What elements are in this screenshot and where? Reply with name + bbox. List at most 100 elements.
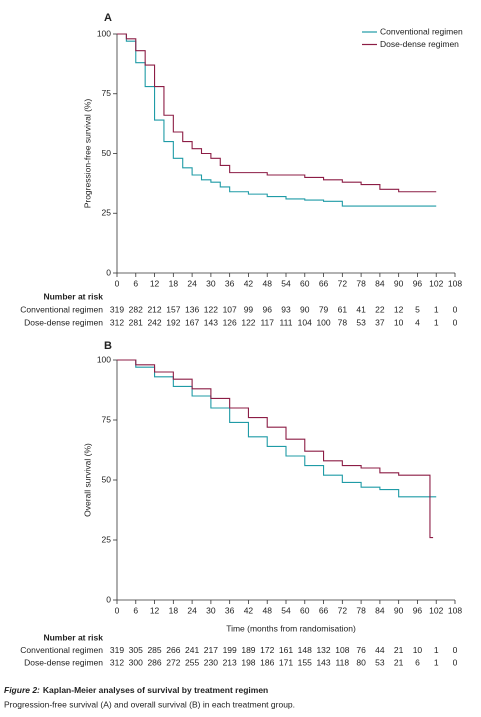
x-tick-label: 24 <box>187 605 197 615</box>
x-tick-label: 30 <box>206 278 216 288</box>
risk-count: 107 <box>223 304 237 314</box>
risk-count: 5 <box>415 304 420 314</box>
risk-count: 6 <box>415 657 420 667</box>
x-tick-label: 102 <box>429 278 443 288</box>
x-tick-label: 30 <box>206 605 216 615</box>
risk-row-name: Dose-dense regimen <box>24 657 103 667</box>
risk-count: 281 <box>129 317 143 327</box>
x-tick-label: 90 <box>394 605 404 615</box>
x-tick-label: 6 <box>133 278 138 288</box>
risk-table-title: Number at risk <box>43 632 103 642</box>
survival-curve <box>117 33 437 207</box>
risk-count: 172 <box>260 645 274 655</box>
y-tick-label: 75 <box>102 414 112 424</box>
risk-count: 319 <box>110 304 124 314</box>
risk-count: 143 <box>204 317 218 327</box>
y-tick-label: 25 <box>102 208 112 218</box>
risk-count: 0 <box>453 645 458 655</box>
risk-count: 78 <box>338 317 348 327</box>
risk-count: 241 <box>185 645 199 655</box>
risk-count: 79 <box>319 304 329 314</box>
risk-count: 198 <box>241 657 255 667</box>
x-tick-label: 12 <box>150 278 160 288</box>
panel-label: B <box>104 340 112 352</box>
x-tick-label: 60 <box>300 605 310 615</box>
x-tick-label: 90 <box>394 278 404 288</box>
risk-count: 171 <box>279 657 293 667</box>
risk-count: 155 <box>298 657 312 667</box>
x-tick-label: 24 <box>187 278 197 288</box>
y-axis-label: Overall survival (%) <box>82 443 92 517</box>
risk-count: 272 <box>166 657 180 667</box>
x-tick-label: 42 <box>244 605 254 615</box>
risk-count: 104 <box>298 317 312 327</box>
x-tick-label: 0 <box>115 605 120 615</box>
y-tick-label: 0 <box>106 594 111 604</box>
legend-label: Conventional regimen <box>380 26 463 36</box>
risk-count: 37 <box>375 317 385 327</box>
risk-count: 122 <box>204 304 218 314</box>
risk-count: 61 <box>338 304 348 314</box>
x-tick-label: 102 <box>429 605 443 615</box>
risk-count: 136 <box>185 304 199 314</box>
risk-count: 0 <box>453 657 458 667</box>
x-tick-label: 12 <box>150 605 160 615</box>
x-tick-label: 78 <box>356 278 366 288</box>
x-tick-label: 54 <box>281 605 291 615</box>
risk-count: 108 <box>335 645 349 655</box>
x-tick-label: 36 <box>225 605 235 615</box>
x-tick-label: 18 <box>169 278 179 288</box>
risk-row-name: Conventional regimen <box>20 304 103 314</box>
survival-curve <box>117 359 437 498</box>
risk-count: 90 <box>300 304 310 314</box>
risk-count: 242 <box>147 317 161 327</box>
y-tick-label: 100 <box>97 28 111 38</box>
risk-count: 143 <box>316 657 330 667</box>
y-tick-label: 75 <box>102 88 112 98</box>
risk-count: 199 <box>223 645 237 655</box>
x-tick-label: 84 <box>375 605 385 615</box>
risk-count: 230 <box>204 657 218 667</box>
x-tick-label: 54 <box>281 278 291 288</box>
x-tick-label: 48 <box>262 605 272 615</box>
risk-count: 300 <box>129 657 143 667</box>
survival-curve <box>117 359 434 539</box>
y-tick-label: 100 <box>97 354 111 364</box>
x-tick-label: 48 <box>262 278 272 288</box>
risk-count: 53 <box>375 657 385 667</box>
x-axis-label: Time (months from randomisation) <box>226 623 356 633</box>
risk-count: 96 <box>262 304 272 314</box>
risk-count: 192 <box>166 317 180 327</box>
x-tick-label: 42 <box>244 278 254 288</box>
x-tick-label: 60 <box>300 278 310 288</box>
risk-count: 212 <box>147 304 161 314</box>
risk-count: 21 <box>394 657 404 667</box>
legend-label: Dose-dense regimen <box>380 39 459 49</box>
risk-count: 312 <box>110 317 124 327</box>
risk-row-name: Dose-dense regimen <box>24 317 103 327</box>
risk-count: 148 <box>298 645 312 655</box>
risk-count: 99 <box>244 304 254 314</box>
y-tick-label: 50 <box>102 148 112 158</box>
x-tick-label: 66 <box>319 278 329 288</box>
risk-count: 1 <box>434 657 439 667</box>
risk-count: 12 <box>394 304 404 314</box>
x-tick-label: 6 <box>133 605 138 615</box>
risk-count: 255 <box>185 657 199 667</box>
risk-count: 167 <box>185 317 199 327</box>
risk-count: 10 <box>394 317 404 327</box>
risk-count: 213 <box>223 657 237 667</box>
risk-count: 0 <box>453 304 458 314</box>
caption-text: Progression-free survival (A) and overal… <box>4 699 295 709</box>
risk-count: 286 <box>147 657 161 667</box>
x-tick-label: 72 <box>338 605 348 615</box>
risk-count: 111 <box>280 317 293 327</box>
y-tick-label: 50 <box>102 474 112 484</box>
risk-count: 100 <box>316 317 330 327</box>
x-tick-label: 108 <box>448 605 462 615</box>
risk-count: 132 <box>316 645 330 655</box>
risk-count: 217 <box>204 645 218 655</box>
x-tick-label: 0 <box>115 278 120 288</box>
risk-count: 10 <box>413 645 423 655</box>
